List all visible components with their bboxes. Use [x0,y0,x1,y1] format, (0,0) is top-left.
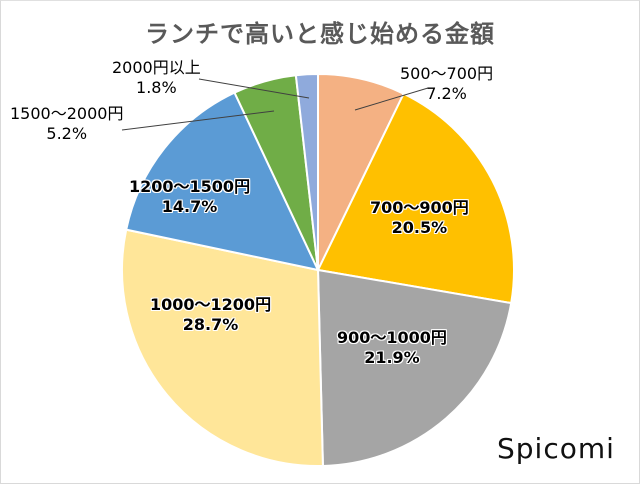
pie-slice-4 [125,91,320,272]
leader-line [354,87,429,111]
label-1200-1500: 1200〜1500円 14.7% [129,177,251,216]
pie-slice-1 [316,92,515,305]
label-1500-2000: 1500〜2000円 5.2% [10,104,124,143]
label-1000-1200: 1000〜1200円 28.7% [150,295,272,334]
leader-line [198,78,310,99]
spicomi-watermark: Spicomi [497,432,615,465]
leader-line [121,110,275,131]
pie-slice-2 [316,268,513,467]
label-900-1000: 900〜1000円 21.9% [337,328,447,367]
pie-slice-6 [294,72,319,271]
pie-slice-3 [121,228,324,467]
chart-title: ランチで高いと感じ始める金額 [145,20,495,48]
label-2000-plus: 2000円以上 1.8% [112,58,201,97]
label-700-900: 700〜900円 20.5% [370,198,469,237]
label-500-700: 500〜700円 7.2% [400,64,494,103]
